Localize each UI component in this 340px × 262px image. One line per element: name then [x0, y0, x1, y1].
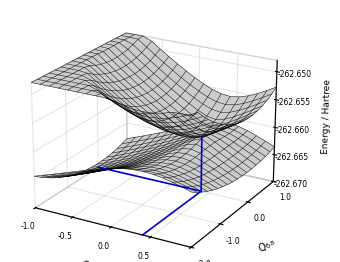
Y-axis label: $Q_{6a}$: $Q_{6a}$: [255, 234, 277, 256]
X-axis label: $Q_{10a}$: $Q_{10a}$: [79, 257, 104, 262]
